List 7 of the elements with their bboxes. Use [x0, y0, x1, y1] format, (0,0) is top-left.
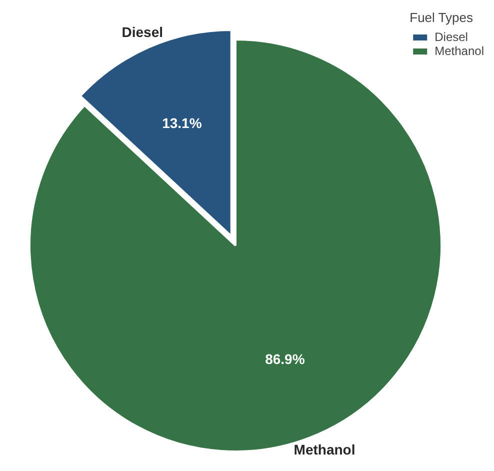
- legend-label: Diesel: [434, 30, 468, 44]
- slice-label: Methanol: [294, 441, 356, 458]
- data-label: 13.1%: [162, 114, 202, 131]
- slice-label: Diesel: [122, 24, 164, 40]
- data-label: 86.9%: [265, 350, 306, 367]
- legend-label: Methanol: [434, 44, 484, 58]
- legend-title: Fuel Types: [410, 10, 474, 25]
